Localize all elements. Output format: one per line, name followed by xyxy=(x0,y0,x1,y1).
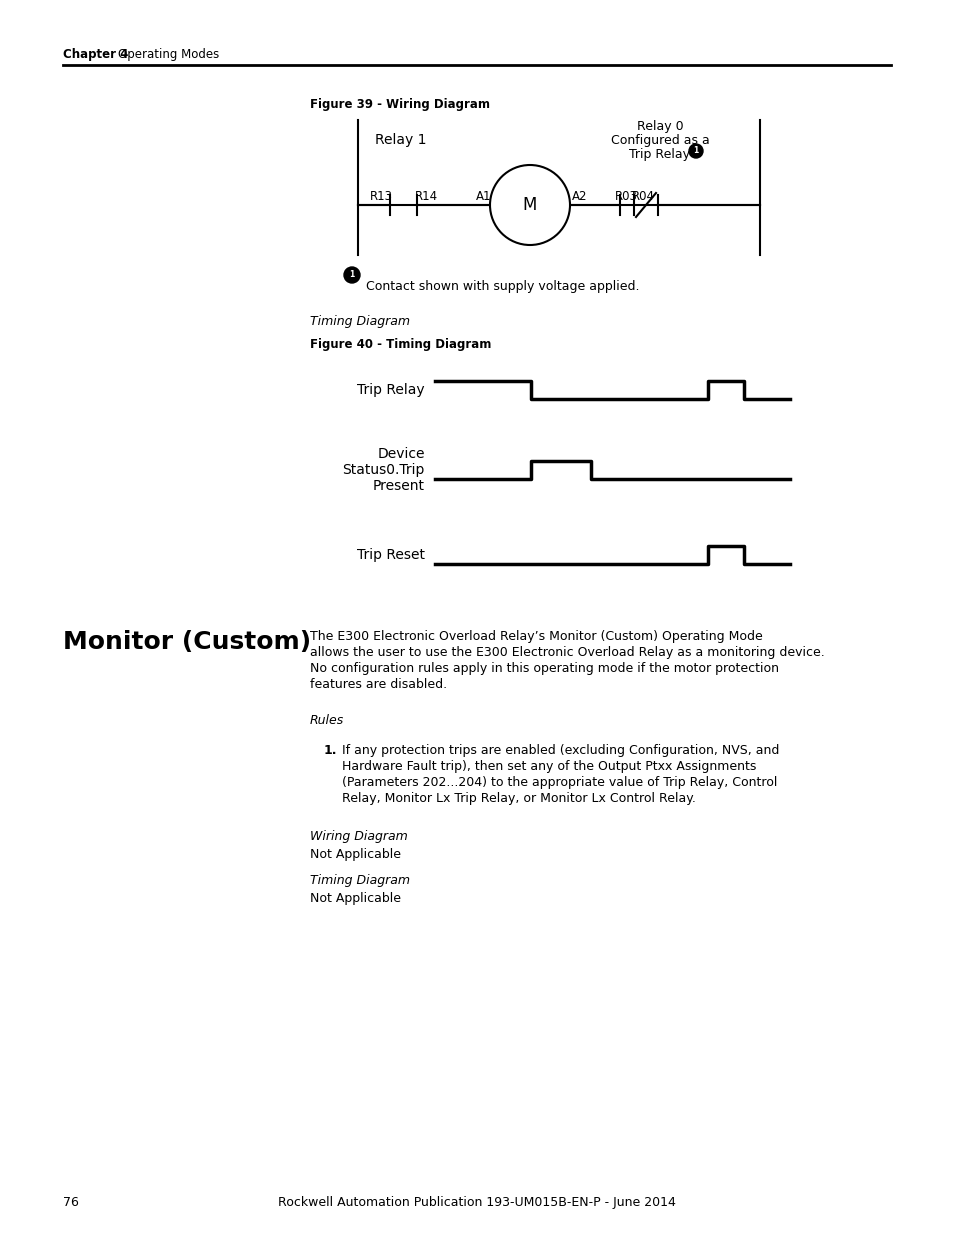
Text: Trip Relay: Trip Relay xyxy=(629,148,690,161)
Text: Monitor (Custom): Monitor (Custom) xyxy=(63,630,311,655)
Text: Figure 40 - Timing Diagram: Figure 40 - Timing Diagram xyxy=(310,338,491,351)
Text: Rockwell Automation Publication 193-UM015B-EN-P - June 2014: Rockwell Automation Publication 193-UM01… xyxy=(277,1195,676,1209)
Text: Timing Diagram: Timing Diagram xyxy=(310,315,410,329)
Text: Device
Status0.Trip
Present: Device Status0.Trip Present xyxy=(342,447,424,493)
Text: Figure 39 - Wiring Diagram: Figure 39 - Wiring Diagram xyxy=(310,98,490,111)
Text: No configuration rules apply in this operating mode if the motor protection: No configuration rules apply in this ope… xyxy=(310,662,779,676)
Text: R04: R04 xyxy=(631,190,655,203)
Text: Not Applicable: Not Applicable xyxy=(310,892,400,905)
Text: Chapter 4: Chapter 4 xyxy=(63,48,129,61)
Text: 1.: 1. xyxy=(324,743,337,757)
Text: A2: A2 xyxy=(572,190,587,203)
Text: Wiring Diagram: Wiring Diagram xyxy=(310,830,407,844)
Text: A1: A1 xyxy=(476,190,491,203)
Circle shape xyxy=(344,267,359,283)
Text: Configured as a: Configured as a xyxy=(610,135,709,147)
Text: allows the user to use the E300 Electronic Overload Relay as a monitoring device: allows the user to use the E300 Electron… xyxy=(310,646,824,659)
Text: R14: R14 xyxy=(415,190,437,203)
Text: 76: 76 xyxy=(63,1195,79,1209)
Circle shape xyxy=(688,144,702,158)
Text: If any protection trips are enabled (excluding Configuration, NVS, and: If any protection trips are enabled (exc… xyxy=(341,743,779,757)
Text: features are disabled.: features are disabled. xyxy=(310,678,447,692)
Text: Relay, Monitor Lx Trip Relay, or Monitor Lx Control Relay.: Relay, Monitor Lx Trip Relay, or Monitor… xyxy=(341,792,695,805)
Text: Timing Diagram: Timing Diagram xyxy=(310,874,410,887)
Text: R03: R03 xyxy=(615,190,638,203)
Text: Operating Modes: Operating Modes xyxy=(118,48,219,61)
Text: M: M xyxy=(522,196,537,214)
Text: Not Applicable: Not Applicable xyxy=(310,848,400,861)
Text: Trip Relay: Trip Relay xyxy=(357,383,424,396)
Text: Rules: Rules xyxy=(310,714,344,727)
Text: The E300 Electronic Overload Relay’s Monitor (Custom) Operating Mode: The E300 Electronic Overload Relay’s Mon… xyxy=(310,630,762,643)
Text: Relay 0: Relay 0 xyxy=(636,120,682,133)
Text: R13: R13 xyxy=(370,190,393,203)
Text: Trip Reset: Trip Reset xyxy=(356,548,424,562)
Text: Relay 1: Relay 1 xyxy=(375,133,426,147)
Circle shape xyxy=(490,165,569,245)
Text: 1: 1 xyxy=(693,146,698,156)
Text: Hardware Fault trip), then set any of the Output Ptxx Assignments: Hardware Fault trip), then set any of th… xyxy=(341,760,756,773)
Text: Contact shown with supply voltage applied.: Contact shown with supply voltage applie… xyxy=(366,280,639,293)
Text: (Parameters 202...204) to the appropriate value of Trip Relay, Control: (Parameters 202...204) to the appropriat… xyxy=(341,776,777,789)
Text: 1: 1 xyxy=(349,270,355,279)
